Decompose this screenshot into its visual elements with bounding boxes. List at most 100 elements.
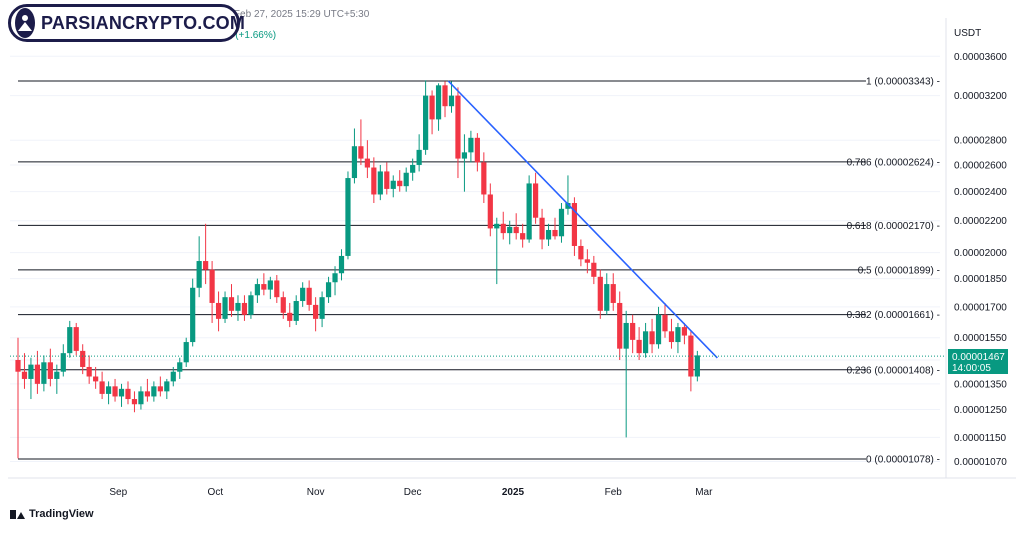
candle[interactable] bbox=[144, 378, 150, 402]
candle[interactable] bbox=[390, 175, 396, 198]
candle[interactable] bbox=[73, 322, 79, 356]
candle[interactable] bbox=[623, 310, 629, 438]
candle[interactable] bbox=[151, 381, 157, 402]
candle[interactable] bbox=[280, 291, 286, 319]
candle[interactable] bbox=[47, 348, 53, 387]
candle[interactable] bbox=[558, 203, 565, 243]
candle[interactable] bbox=[423, 80, 429, 155]
candle[interactable] bbox=[610, 273, 616, 311]
candle[interactable] bbox=[177, 357, 183, 379]
candle[interactable] bbox=[222, 291, 228, 323]
candle[interactable] bbox=[235, 295, 241, 321]
candle[interactable] bbox=[306, 280, 312, 311]
candle[interactable] bbox=[435, 83, 442, 131]
candle[interactable] bbox=[630, 314, 636, 354]
candle[interactable] bbox=[293, 295, 299, 326]
candle[interactable] bbox=[241, 295, 248, 321]
candle[interactable] bbox=[215, 291, 222, 332]
candle[interactable] bbox=[196, 236, 202, 298]
candle[interactable] bbox=[138, 386, 144, 410]
candle[interactable] bbox=[164, 378, 170, 400]
candle[interactable] bbox=[474, 133, 480, 172]
candle[interactable] bbox=[183, 337, 189, 367]
tradingview-brand[interactable]: TradingView bbox=[10, 508, 94, 520]
candle[interactable] bbox=[410, 158, 416, 181]
candle[interactable] bbox=[578, 239, 584, 267]
candle[interactable] bbox=[604, 273, 610, 315]
candle[interactable] bbox=[442, 81, 448, 118]
candle[interactable] bbox=[571, 197, 578, 256]
candle[interactable] bbox=[93, 366, 99, 389]
candle[interactable] bbox=[429, 90, 435, 135]
candle[interactable] bbox=[358, 119, 364, 165]
candle[interactable] bbox=[461, 134, 468, 192]
candle[interactable] bbox=[403, 167, 409, 192]
candle[interactable] bbox=[267, 276, 273, 300]
candle[interactable] bbox=[325, 276, 332, 303]
candle[interactable] bbox=[617, 291, 623, 360]
candle[interactable] bbox=[636, 327, 642, 360]
candle[interactable] bbox=[80, 344, 86, 375]
candle[interactable] bbox=[54, 364, 60, 394]
candle[interactable] bbox=[41, 355, 47, 392]
candle[interactable] bbox=[338, 249, 345, 281]
candle[interactable] bbox=[448, 81, 455, 113]
candle[interactable] bbox=[34, 350, 41, 394]
candle[interactable] bbox=[170, 366, 176, 387]
candle[interactable] bbox=[99, 371, 105, 400]
candle[interactable] bbox=[60, 344, 66, 377]
candle[interactable] bbox=[494, 217, 500, 285]
candle[interactable] bbox=[228, 284, 235, 317]
candle[interactable] bbox=[300, 282, 306, 307]
candle[interactable] bbox=[15, 337, 21, 459]
candle[interactable] bbox=[655, 306, 662, 349]
candle[interactable] bbox=[313, 297, 319, 332]
candle[interactable] bbox=[468, 130, 474, 163]
candle[interactable] bbox=[688, 331, 694, 392]
candle[interactable] bbox=[481, 152, 487, 204]
candle[interactable] bbox=[533, 172, 539, 224]
candle[interactable] bbox=[118, 383, 125, 407]
candle[interactable] bbox=[565, 175, 571, 215]
candle[interactable] bbox=[539, 208, 545, 250]
candle[interactable] bbox=[345, 171, 351, 260]
downtrend-line[interactable] bbox=[447, 80, 718, 359]
candle[interactable] bbox=[552, 217, 558, 240]
candle[interactable] bbox=[584, 249, 590, 274]
candle[interactable] bbox=[332, 266, 338, 296]
candle[interactable] bbox=[364, 140, 370, 179]
candle[interactable] bbox=[668, 318, 675, 349]
candle[interactable] bbox=[642, 322, 649, 358]
candle[interactable] bbox=[209, 261, 215, 323]
candle[interactable] bbox=[384, 162, 390, 195]
candle[interactable] bbox=[203, 223, 209, 285]
candle[interactable] bbox=[125, 381, 131, 405]
candle[interactable] bbox=[86, 355, 92, 384]
candle[interactable] bbox=[545, 223, 552, 246]
candle[interactable] bbox=[377, 164, 383, 201]
candle[interactable] bbox=[67, 320, 73, 358]
candle[interactable] bbox=[507, 220, 513, 245]
candle[interactable] bbox=[662, 302, 668, 338]
candle[interactable] bbox=[397, 170, 403, 192]
candle[interactable] bbox=[190, 278, 196, 347]
candle[interactable] bbox=[371, 157, 377, 204]
candle[interactable] bbox=[649, 318, 655, 354]
candle[interactable] bbox=[455, 87, 461, 179]
candle[interactable] bbox=[526, 175, 532, 243]
candle[interactable] bbox=[254, 278, 260, 303]
candle[interactable] bbox=[520, 223, 526, 248]
candle[interactable] bbox=[416, 134, 422, 172]
candle[interactable] bbox=[675, 322, 681, 354]
candle[interactable] bbox=[261, 273, 267, 296]
candle[interactable] bbox=[597, 269, 603, 319]
candle[interactable] bbox=[131, 391, 138, 413]
candle[interactable] bbox=[105, 381, 112, 405]
candle[interactable] bbox=[112, 378, 118, 402]
candle[interactable] bbox=[274, 275, 280, 303]
candle[interactable] bbox=[513, 213, 519, 240]
candle[interactable] bbox=[487, 183, 493, 237]
candle[interactable] bbox=[287, 302, 293, 328]
candle[interactable] bbox=[681, 322, 688, 345]
